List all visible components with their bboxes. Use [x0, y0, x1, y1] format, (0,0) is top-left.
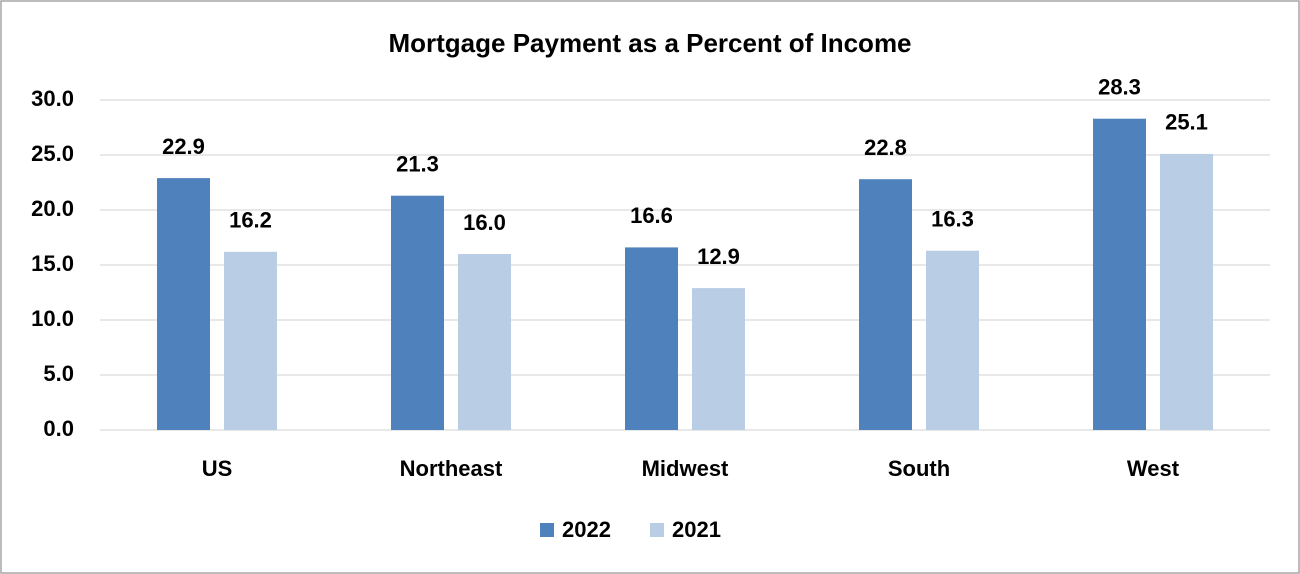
data-label: 21.3 [396, 152, 439, 177]
bar [625, 247, 678, 430]
y-tick-label: 10.0 [31, 306, 74, 331]
data-label: 16.3 [931, 207, 974, 232]
legend-label: 2022 [562, 517, 611, 542]
y-tick-label: 25.0 [31, 141, 74, 166]
data-label: 25.1 [1165, 110, 1208, 135]
data-label: 28.3 [1098, 75, 1141, 100]
data-label: 16.2 [229, 208, 272, 233]
bar [1093, 118, 1146, 430]
legend-label: 2021 [672, 517, 721, 542]
bar [224, 251, 277, 430]
data-label: 22.9 [162, 134, 205, 159]
data-label: 16.6 [630, 203, 673, 228]
x-tick-label: Northeast [400, 456, 503, 481]
legend-swatch [540, 523, 554, 537]
legend-swatch [650, 523, 664, 537]
y-tick-label: 5.0 [43, 361, 74, 386]
chart-title: Mortgage Payment as a Percent of Income [388, 28, 911, 58]
x-tick-label: Midwest [642, 456, 729, 481]
bar [1160, 153, 1213, 430]
data-label: 12.9 [697, 244, 740, 269]
y-tick-label: 0.0 [43, 416, 74, 441]
y-tick-label: 15.0 [31, 251, 74, 276]
bar [391, 195, 444, 430]
bar [157, 178, 210, 430]
y-tick-label: 30.0 [31, 86, 74, 111]
bar [458, 254, 511, 430]
bar [926, 250, 979, 430]
y-tick-label: 20.0 [31, 196, 74, 221]
data-label: 16.0 [463, 210, 506, 235]
bar [692, 288, 745, 430]
data-label: 22.8 [864, 135, 907, 160]
x-tick-label: South [888, 456, 950, 481]
x-tick-label: West [1127, 456, 1180, 481]
x-tick-label: US [202, 456, 233, 481]
bar [859, 179, 912, 430]
